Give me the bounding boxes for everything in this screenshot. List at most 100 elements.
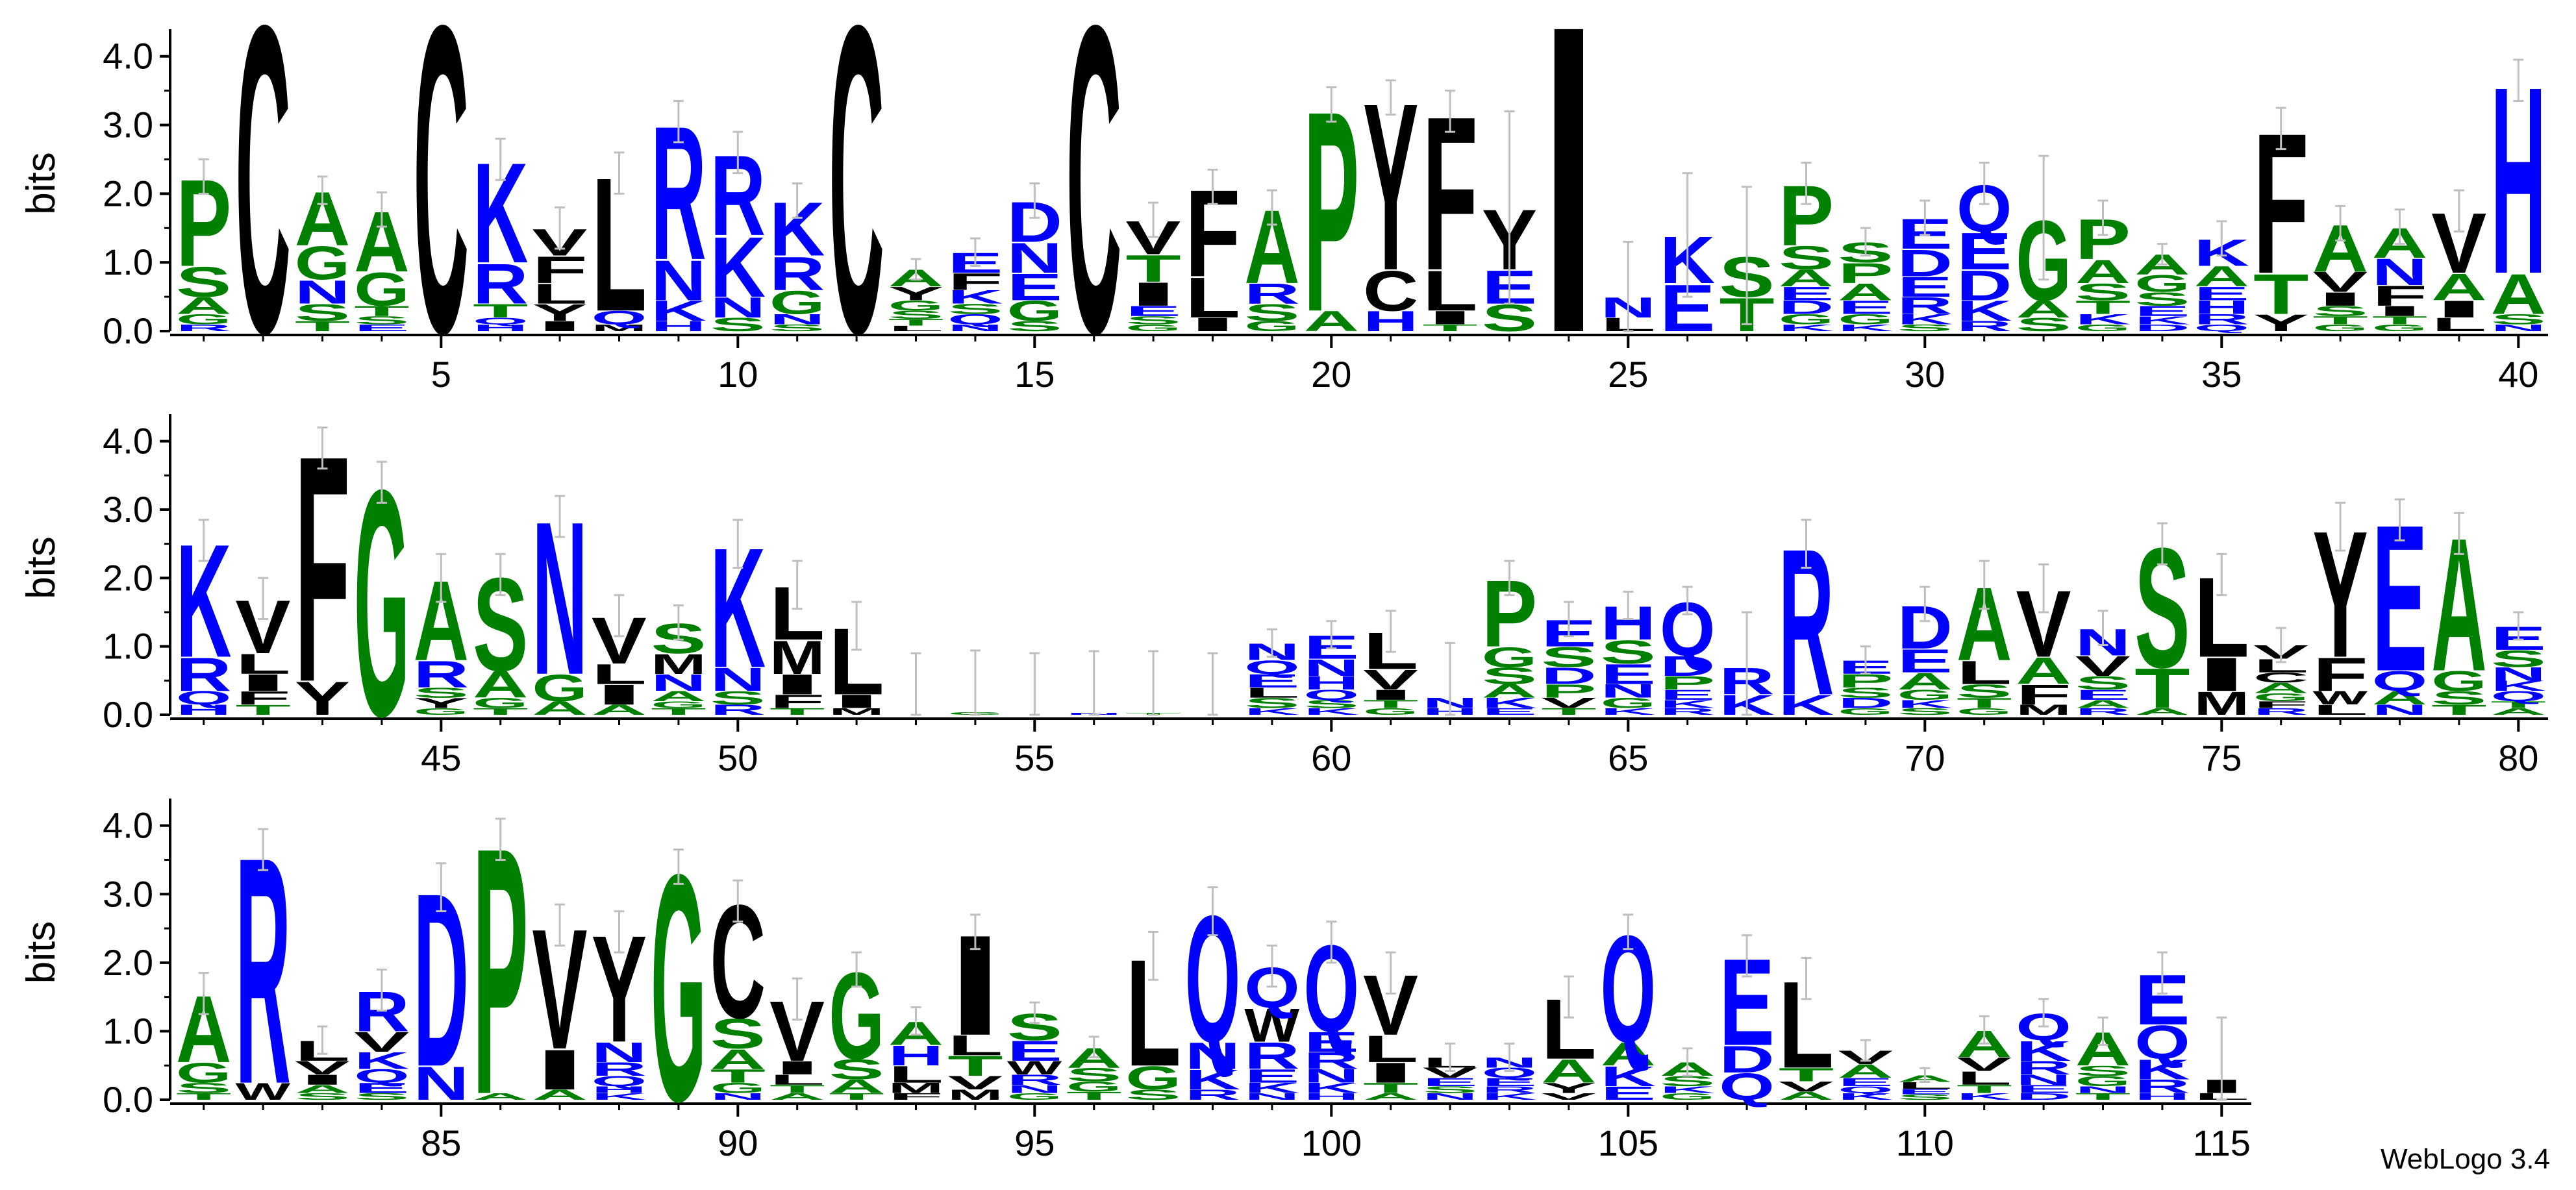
logo-letter-K-pos-68: K [1779, 689, 1834, 721]
logo-letter-D-pos-30: D [1897, 242, 1953, 284]
logo-letter-K-pos-103: K [1482, 1091, 1538, 1102]
logo-letter-A-pos-1: A [176, 292, 231, 319]
logo-letter-E-pos-112: E [2016, 1083, 2071, 1096]
logo-letter-R-pos-6: R [473, 253, 528, 316]
logo-letter-G-pos-4: G [354, 262, 409, 316]
logo-letter-T-pos-91: T [769, 1083, 825, 1096]
logo-letter-S-pos-32: S [2016, 314, 2071, 335]
logo-letter-T-pos-80: T [2491, 699, 2546, 710]
logo-letter-Y-pos-45: Y [414, 695, 469, 711]
logo-letter-S-pos-13: S [888, 308, 944, 321]
logo-letter-F-pos-38: F [2372, 280, 2427, 312]
logo-letter-K-pos-111: K [1957, 1091, 2012, 1102]
logo-letter-N-pos-85: N [414, 1057, 469, 1110]
logo-letter-K-pos-98: K [1185, 1063, 1240, 1095]
logo-letter-S-pos-84: S [354, 1091, 409, 1102]
logo-letter-V-pos-108: V [1779, 1079, 1834, 1095]
logo-letter-A-pos-74: A [2134, 706, 2190, 717]
logo-letter-T-pos-42: T [235, 702, 290, 718]
logo-letter-K-pos-99: K [1244, 1080, 1299, 1097]
logo-letter-R-pos-19: R [1244, 278, 1299, 310]
logo-letter-E-pos-15: E [1007, 266, 1062, 309]
logo-letter-K-pos-84: K [354, 1047, 409, 1074]
logo-letter-H-pos-60: H [1304, 673, 1359, 694]
logo-letter-G-pos-79: G [2431, 665, 2486, 697]
logo-letter-W-pos-82: W [235, 1078, 290, 1105]
logo-letter-Q-pos-114: Q [2134, 1016, 2190, 1069]
logo-letter-E-pos-29: E [1838, 297, 1893, 318]
logo-letter-A-pos-40: A [2491, 263, 2546, 327]
logo-letter-T-pos-90: T [710, 1065, 766, 1087]
logo-letter-C-pos-5: C [414, 0, 469, 424]
logo-letter-I-pos-22: I [1422, 307, 1477, 328]
logo-letter-G-pos-29: G [1838, 311, 1893, 327]
logo-letter-E-pos-84: E [354, 1080, 409, 1096]
logo-letter-R-pos-1: R [176, 323, 231, 333]
logo-letter-N-pos-112: N [2016, 1072, 2071, 1088]
logo-letter-G-pos-90: G [710, 1080, 766, 1096]
logo-letter-D-pos-64: D [1541, 663, 1596, 689]
logo-letter-K-pos-31: K [1957, 295, 2012, 327]
logo-letter-N-pos-78: N [2372, 702, 2427, 718]
logo-letter-Q-pos-6: Q [473, 316, 528, 327]
logo-letter-K-pos-59: K [1244, 706, 1300, 717]
logo-letter-P-pos-66: P [1660, 673, 1715, 694]
logo-letter-A-pos-47: A [532, 698, 587, 719]
logo-letter-I-pos-61: I [1363, 687, 1418, 702]
logo-letter-D-pos-28: D [1779, 297, 1834, 318]
x-tick-label: 45 [421, 738, 461, 778]
logo-letter-R-pos-31: R [1957, 318, 2012, 334]
logo-letter-K-pos-29: K [1838, 323, 1894, 333]
logo-letter-A-pos-32: A [2016, 296, 2071, 323]
logo-letter-L-pos-71: L [1957, 654, 2012, 691]
y-tick-label: 0.0 [103, 694, 153, 735]
y-tick-label: 2.0 [103, 557, 153, 598]
logo-letter-N-pos-50: N [710, 662, 766, 699]
y-axis-label: bits [19, 536, 64, 599]
logo-letter-I-pos-52: I [829, 691, 884, 712]
y-tick-label: 0.0 [103, 310, 153, 351]
logo-letter-C-pos-2: C [235, 0, 290, 424]
logo-letter-T-pos-64: T [1541, 706, 1596, 717]
logo-letter-D-pos-69: D [1838, 695, 1893, 712]
logo-letter-G-pos-65: G [1601, 695, 1656, 712]
x-tick-label: 60 [1311, 738, 1351, 778]
logo-letter-Q-pos-35: Q [2194, 323, 2249, 334]
logo-letter-K-pos-28: K [1779, 323, 1834, 333]
logo-letter-R-pos-100: R [1304, 1047, 1359, 1074]
logo-letter-A-pos-46: A [473, 663, 528, 706]
logo-letter-Q-pos-60: Q [1304, 687, 1359, 703]
logo-letter-N-pos-102: N [1422, 1091, 1477, 1102]
logo-letter-K-pos-106: K [1660, 1084, 1716, 1095]
logo-letter-T-pos-3: T [295, 318, 350, 334]
logo-letter-S-pos-97: S [1125, 1087, 1181, 1102]
logo-letter-K-pos-70: K [1897, 697, 1953, 710]
logo-letter-I-pos-39: I [2431, 296, 2486, 323]
logo-letter-F-pos-51: F [769, 691, 825, 712]
y-tick-label: 3.0 [103, 489, 153, 530]
logo-letter-T-pos-22: T [1422, 323, 1477, 333]
logo-letter-Y-pos-7: Y [532, 299, 587, 326]
logo-letter-S-pos-90: S [710, 1010, 766, 1058]
logo-letter-K-pos-112: K [2016, 1035, 2071, 1067]
x-tick-label: 15 [1014, 354, 1055, 395]
logo-letter-M-pos-51: M [769, 630, 825, 684]
logo-letter-N-pos-11: N [769, 312, 825, 328]
logo-letter-R-pos-98: R [1185, 1087, 1240, 1103]
logo-letter-D-pos-66: D [1660, 650, 1715, 682]
x-tick-label: 25 [1608, 354, 1648, 395]
logo-letter-I-pos-48: I [592, 678, 647, 710]
logo-letter-T-pos-79: T [2431, 702, 2486, 718]
logo-letter-L-pos-91: L [769, 1072, 825, 1088]
logo-letter-A-pos-92: A [829, 1076, 884, 1097]
logo-letter-R-pos-11: R [769, 247, 825, 300]
y-tick-label: 4.0 [103, 805, 153, 846]
logo-letter-G-pos-81: G [176, 1057, 231, 1089]
logo-letter-Q-pos-80: Q [2491, 688, 2546, 704]
logo-letter-E-pos-66: E [1660, 687, 1715, 702]
logo-letter-V-pos-73: V [2075, 651, 2131, 682]
logo-letter-T-pos-33: T [2075, 297, 2131, 318]
logo-letter-W-pos-99: W [1244, 999, 1299, 1052]
logo-letter-V-pos-104: V [1541, 1091, 1596, 1102]
